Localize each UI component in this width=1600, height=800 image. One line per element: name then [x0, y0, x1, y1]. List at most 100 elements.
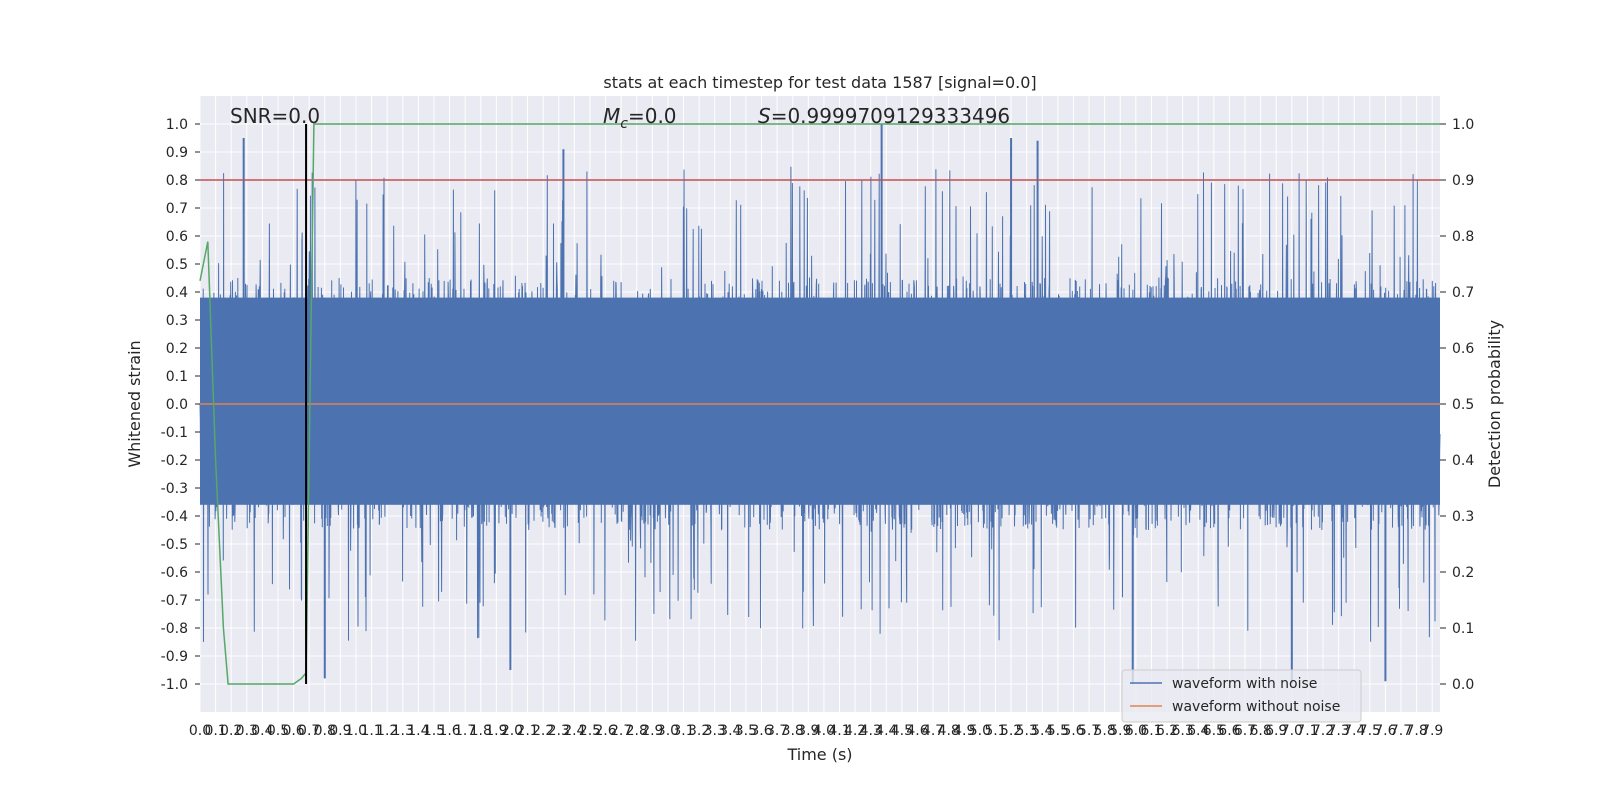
- x-tick-label: 3.8: [782, 723, 804, 739]
- series-waveform-with-noise: [199, 124, 1441, 684]
- x-tick-label: 4.1: [828, 723, 850, 739]
- x-axis-label: Time (s): [786, 745, 852, 764]
- x-tick-label: 7.2: [1312, 723, 1334, 739]
- x-tick-label: 4.9: [953, 723, 975, 739]
- annotation-s: S=0.9999709129333496: [758, 104, 1010, 128]
- x-tick-label: 3.2: [688, 723, 710, 739]
- x-tick-label: 0.1: [204, 723, 226, 739]
- y-tick-label: 0.1: [166, 369, 188, 385]
- x-tick-label: 1.5: [423, 723, 445, 739]
- y-right-tick-label: 0.9: [1452, 173, 1474, 189]
- x-tick-label: 4.0: [813, 723, 835, 739]
- annotation-mc: Mc=0.0: [603, 104, 677, 132]
- chart-title: stats at each timestep for test data 158…: [603, 73, 1036, 92]
- x-tick-label: 1.7: [454, 723, 476, 739]
- x-tick-label: 0.2: [220, 723, 242, 739]
- x-tick-label: 0.6: [282, 723, 304, 739]
- x-tick-label: 1.1: [360, 723, 382, 739]
- x-tick-label: 2.5: [579, 723, 601, 739]
- y-tick-label: -0.4: [161, 509, 188, 525]
- x-tick-label: 6.7: [1234, 723, 1256, 739]
- y-tick-label: -0.6: [161, 565, 188, 581]
- y-tick-label: -0.9: [161, 649, 188, 665]
- y-tick-label: -0.1: [161, 425, 188, 441]
- y-tick-label: -0.8: [161, 621, 188, 637]
- x-tick-label: 6.4: [1187, 723, 1209, 739]
- x-tick-label: 7.1: [1296, 723, 1318, 739]
- x-tick-label: 0.9: [329, 723, 351, 739]
- y-tick-label: 0.3: [166, 313, 188, 329]
- y-tick-label: 0.9: [166, 145, 188, 161]
- x-tick-label: 1.2: [376, 723, 398, 739]
- noise-band: [200, 297, 1440, 505]
- x-tick-label: 5.3: [1016, 723, 1038, 739]
- y-tick-label: 0.2: [166, 341, 188, 357]
- x-tick-label: 1.9: [485, 723, 507, 739]
- x-tick-label: 5.1: [984, 723, 1006, 739]
- x-tick-label: 2.6: [594, 723, 616, 739]
- x-tick-label: 5.9: [1109, 723, 1131, 739]
- y-tick-label: 0.4: [166, 285, 188, 301]
- x-tick-label: 0.0: [189, 723, 211, 739]
- y-tick-label: 0.0: [166, 397, 188, 413]
- legend-label-without-noise: waveform without noise: [1172, 699, 1340, 715]
- x-tick-label: 7.7: [1390, 723, 1412, 739]
- x-tick-label: 2.4: [563, 723, 585, 739]
- x-tick-label: 6.9: [1265, 723, 1287, 739]
- x-tick-label: 7.5: [1359, 723, 1381, 739]
- x-tick-label: 6.8: [1249, 723, 1271, 739]
- y-tick-label: -0.3: [161, 481, 188, 497]
- y-right-tick-label: 0.7: [1452, 285, 1474, 301]
- x-tick-label: 2.7: [610, 723, 632, 739]
- x-tick-label: 4.5: [891, 723, 913, 739]
- x-tick-label: 6.6: [1218, 723, 1240, 739]
- x-tick-label: 5.7: [1078, 723, 1100, 739]
- y-right-tick-label: 0.8: [1452, 229, 1474, 245]
- x-tick-label: 1.0: [345, 723, 367, 739]
- x-tick-label: 6.0: [1125, 723, 1147, 739]
- x-tick-label: 1.8: [470, 723, 492, 739]
- x-tick-label: 3.6: [750, 723, 772, 739]
- y-right-tick-label: 0.3: [1452, 509, 1474, 525]
- x-tick-label: 3.9: [797, 723, 819, 739]
- x-tick-label: 5.5: [1047, 723, 1069, 739]
- x-tick-label: 3.5: [735, 723, 757, 739]
- y-tick-label: 0.7: [166, 201, 188, 217]
- y-right-tick-label: 0.2: [1452, 565, 1474, 581]
- annotation-mc-symbol: M: [603, 104, 620, 128]
- x-tick-label: 5.4: [1031, 723, 1053, 739]
- x-tick-label: 7.6: [1374, 723, 1396, 739]
- x-tick-label: 3.0: [657, 723, 679, 739]
- y-right-tick-label: 0.5: [1452, 397, 1474, 413]
- legend-label-with-noise: waveform with noise: [1172, 676, 1317, 692]
- x-tick-label: 7.3: [1327, 723, 1349, 739]
- x-tick-label: 3.1: [672, 723, 694, 739]
- x-tick-label: 7.0: [1281, 723, 1303, 739]
- annotation-mc-subscript: c: [620, 116, 628, 132]
- x-tick-label: 2.0: [501, 723, 523, 739]
- y-tick-label: 0.6: [166, 229, 188, 245]
- x-tick-label: 6.2: [1156, 723, 1178, 739]
- x-tick-label: 1.3: [392, 723, 414, 739]
- x-tick-label: 3.4: [719, 723, 741, 739]
- x-tick-label: 0.8: [314, 723, 336, 739]
- y-right-tick-label: 0.0: [1452, 677, 1474, 693]
- x-tick-label: 5.8: [1094, 723, 1116, 739]
- x-tick-label: 7.4: [1343, 723, 1365, 739]
- x-tick-label: 5.6: [1062, 723, 1084, 739]
- x-tick-label: 0.7: [298, 723, 320, 739]
- x-tick-label: 6.3: [1172, 723, 1194, 739]
- y-tick-label: 0.8: [166, 173, 188, 189]
- x-tick-label: 1.6: [438, 723, 460, 739]
- y-tick-label: 1.0: [166, 117, 188, 133]
- x-tick-label: 6.5: [1203, 723, 1225, 739]
- y-right-tick-label: 1.0: [1452, 117, 1474, 133]
- legend: waveform with noise waveform without noi…: [1121, 669, 1362, 723]
- x-tick-label: 2.1: [516, 723, 538, 739]
- y-axis-label-right: Detection probability: [1485, 320, 1504, 488]
- annotation-snr: SNR=0.0: [230, 104, 320, 128]
- tick-labels: 0.00.10.20.30.40.50.60.70.80.91.01.11.21…: [161, 117, 1475, 739]
- x-tick-label: 0.4: [251, 723, 273, 739]
- x-tick-label: 4.7: [922, 723, 944, 739]
